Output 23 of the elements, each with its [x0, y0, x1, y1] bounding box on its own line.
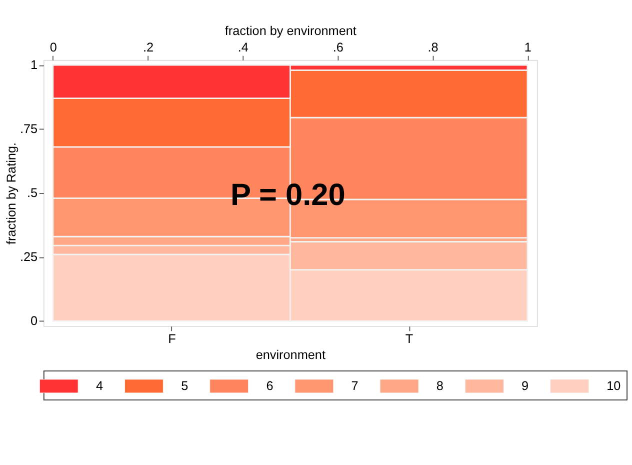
y-axis-title: fraction by Rating.	[4, 142, 18, 244]
x2-tick-label: .6	[332, 40, 344, 54]
x2-tick-label: .2	[143, 40, 154, 54]
x2-tick-label: .4	[238, 40, 248, 54]
y-tick-label: 0	[30, 314, 38, 328]
x2-tick-label: 0	[50, 40, 57, 54]
x-tick-label: T	[405, 332, 414, 346]
legend-label: 7	[351, 378, 358, 393]
legend-label: 8	[436, 378, 444, 393]
legend-label: 5	[181, 378, 188, 393]
x2-axis-title: fraction by environment	[224, 24, 357, 38]
y-tick-label: .75	[20, 122, 38, 136]
legend-label: 4	[96, 378, 104, 393]
legend-label: 9	[522, 378, 529, 393]
legend-label: 6	[266, 378, 274, 393]
y-tick-label: .25	[20, 250, 38, 264]
x2-tick-label: 1	[524, 40, 532, 54]
y-tick-label: .5	[27, 186, 38, 200]
x-tick-label: F	[168, 332, 176, 346]
legend-label: 10	[606, 378, 621, 393]
x2-tick-label: .8	[428, 40, 438, 54]
x-axis-title: environment	[256, 348, 326, 362]
y-tick-label: 1	[30, 58, 38, 72]
